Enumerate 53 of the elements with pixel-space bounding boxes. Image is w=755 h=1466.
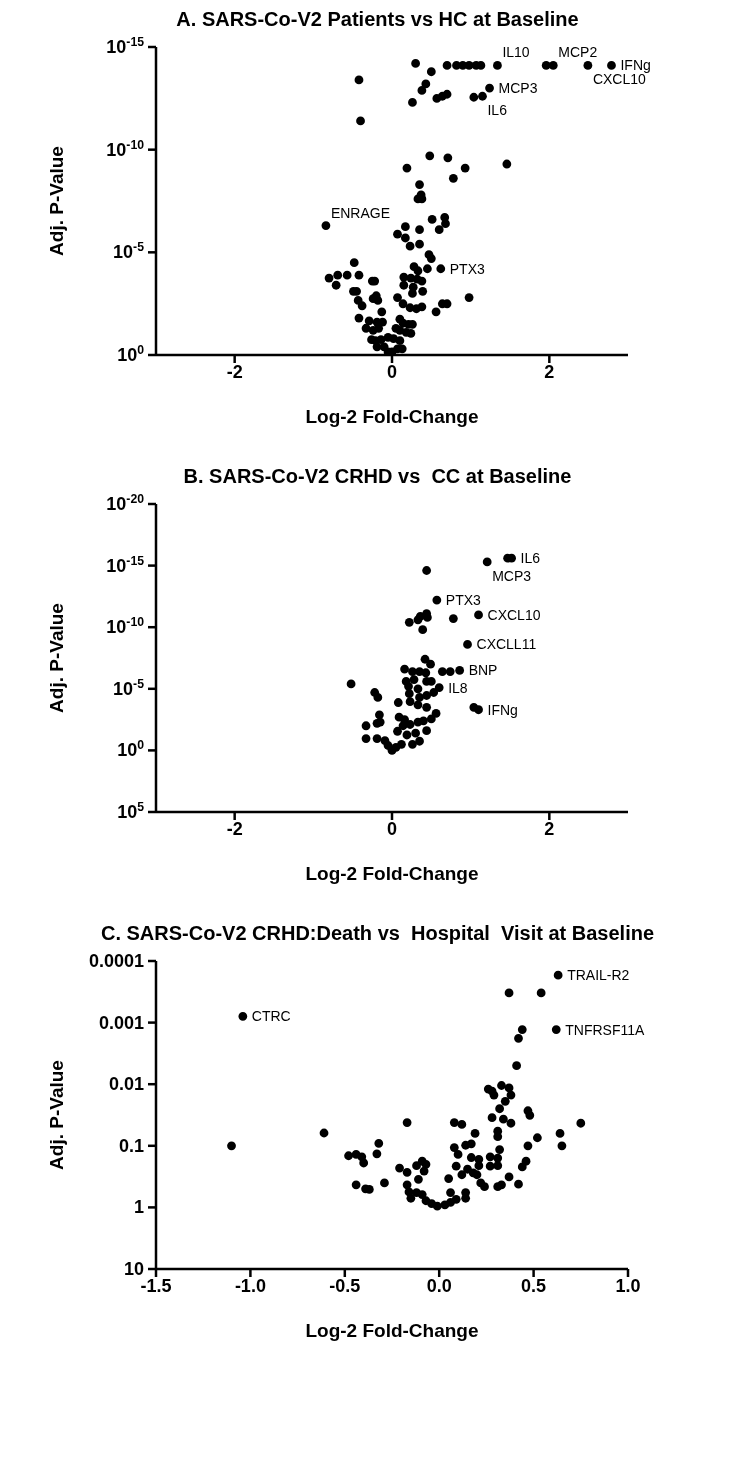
x-tick-label: -0.5: [329, 1275, 361, 1296]
y-tick-label: 10$^{-10}$: [106, 615, 145, 638]
y-tick-label: 10$^{-10}$: [106, 137, 145, 160]
annotation: PTX3: [449, 260, 485, 277]
annotation: CTRC: [251, 1008, 291, 1025]
x-tick-label: 0: [386, 818, 398, 839]
y-tick-label: 0.01: [108, 1074, 144, 1095]
annotation: ENRAGE: [330, 204, 391, 221]
annotation: TRAIL-R2: [567, 967, 630, 984]
chart-title: B. SARS-Co-V2 CRHD vs CC at Baseline: [182, 465, 573, 488]
annotation: PTX3: [445, 592, 482, 609]
annotation: CXCL10: [487, 606, 541, 623]
x-tick-label: 0.0: [426, 1275, 452, 1296]
y-tick-label: 10$^{0}$: [117, 738, 145, 761]
x-axis-title: Log-2 Fold-Change: [305, 863, 479, 884]
y-tick-label: 10$^{0}$: [117, 343, 145, 365]
x-axis-title: Log-2 Fold-Change: [305, 406, 479, 427]
annotation: IL6: [487, 102, 508, 119]
x-tick-label: -1.0: [234, 1275, 266, 1296]
y-tick-label: 10$^{-5}$: [113, 676, 145, 699]
y-tick-label: 10$^{-20}$: [106, 492, 145, 514]
annotation: IFNg: [487, 701, 518, 718]
y-axis-title: Adj. P-Value: [45, 146, 67, 256]
annotation: IL10: [502, 44, 530, 61]
y-tick-label: 10$^{5}$: [117, 800, 145, 822]
annotation: BNP: [468, 662, 498, 679]
chart-title: C. SARS-Co-V2 CRHD:Death vs Hospital Visit at Baseline: [99, 922, 656, 945]
annotation: IL8: [448, 679, 468, 696]
annotation: MCP3: [498, 80, 538, 97]
y-tick-label: 0.001: [98, 1012, 144, 1033]
x-tick-label: 0: [386, 361, 398, 382]
x-tick-label: 2: [544, 361, 555, 382]
y-tick-label: 0.0001: [88, 951, 144, 971]
y-axis-title: Adj. P-Value: [45, 1060, 67, 1170]
chart-title: A. SARS-Co-V2 Patients vs HC at Baseline: [175, 8, 580, 31]
annotation: MCP2: [558, 44, 598, 61]
y-tick-label: 1: [133, 1197, 144, 1218]
y-tick-label: 10$^{-15}$: [106, 553, 145, 576]
x-tick-label: 1.0: [615, 1275, 641, 1296]
annotation: CXCLL11: [476, 636, 537, 653]
annotation: IFNg: [620, 57, 651, 74]
annotation: TNFRSF11A: [565, 1021, 645, 1038]
y-tick-label: 0.1: [118, 1135, 144, 1156]
x-tick-label: -2: [226, 361, 243, 382]
x-tick-label: 0.5: [521, 1275, 547, 1296]
annotation: IL6: [520, 550, 541, 567]
y-tick-label: 10$^{-5}$: [113, 240, 145, 263]
x-axis-title: Log-2 Fold-Change: [305, 1320, 479, 1341]
annotation: MCP3: [492, 567, 532, 584]
x-tick-label: 2: [544, 818, 555, 839]
y-tick-label: 10$^{-15}$: [106, 35, 145, 57]
x-tick-label: -2: [226, 818, 243, 839]
y-axis-title: Adj. P-Value: [45, 603, 67, 713]
